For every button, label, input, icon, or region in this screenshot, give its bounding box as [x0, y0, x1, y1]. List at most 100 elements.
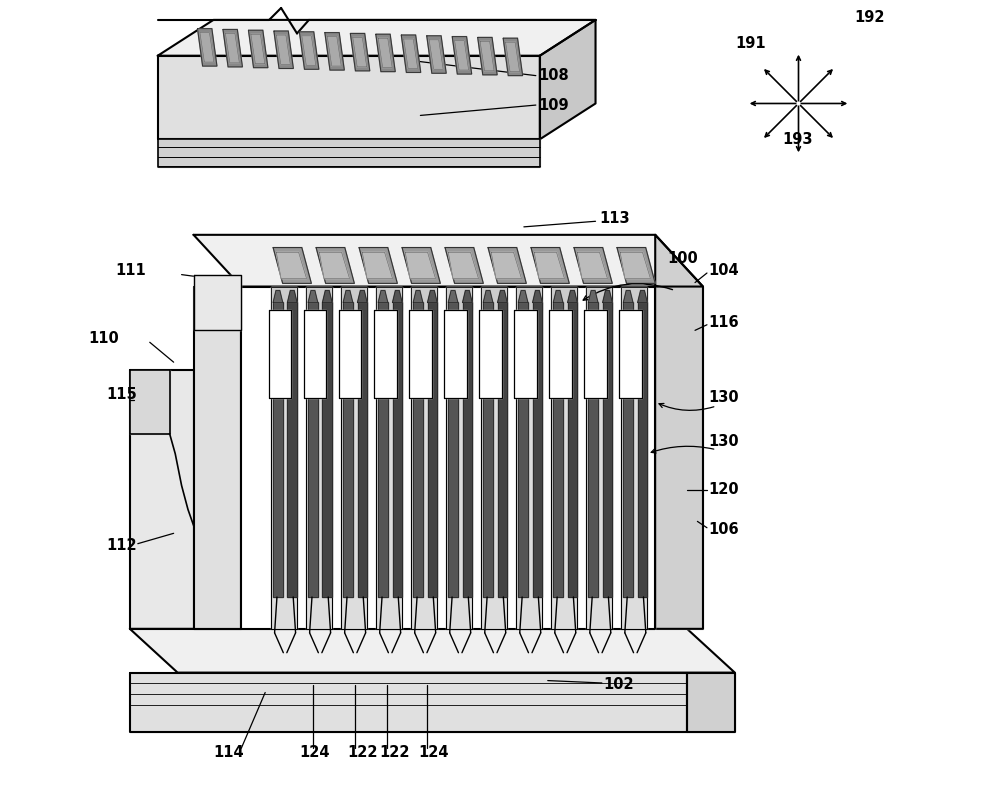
- Polygon shape: [376, 287, 402, 629]
- Text: 114: 114: [213, 745, 244, 759]
- Text: 112: 112: [106, 538, 137, 552]
- Text: 110: 110: [89, 331, 120, 345]
- Polygon shape: [358, 291, 367, 302]
- Polygon shape: [327, 37, 341, 66]
- Polygon shape: [158, 56, 540, 139]
- Polygon shape: [404, 39, 418, 68]
- Polygon shape: [378, 302, 388, 597]
- Polygon shape: [306, 287, 332, 629]
- Polygon shape: [586, 287, 612, 629]
- Polygon shape: [568, 302, 577, 597]
- Polygon shape: [302, 36, 316, 65]
- Text: 193: 193: [783, 132, 813, 146]
- Polygon shape: [308, 302, 318, 597]
- Polygon shape: [411, 287, 437, 310]
- Polygon shape: [551, 287, 577, 629]
- Polygon shape: [308, 291, 318, 302]
- Polygon shape: [341, 287, 367, 629]
- Polygon shape: [413, 302, 423, 597]
- Polygon shape: [549, 310, 572, 398]
- Polygon shape: [343, 302, 353, 597]
- Polygon shape: [623, 291, 633, 302]
- Text: 130: 130: [709, 435, 739, 449]
- Polygon shape: [287, 302, 297, 597]
- Polygon shape: [588, 291, 598, 302]
- Polygon shape: [362, 252, 393, 279]
- Text: 191: 191: [735, 37, 765, 51]
- Polygon shape: [353, 37, 367, 67]
- Polygon shape: [378, 291, 388, 302]
- Text: 102: 102: [603, 677, 634, 692]
- Polygon shape: [341, 287, 367, 310]
- Polygon shape: [534, 252, 564, 279]
- Polygon shape: [393, 291, 402, 302]
- Polygon shape: [551, 287, 577, 310]
- Polygon shape: [376, 287, 402, 310]
- Polygon shape: [655, 235, 703, 629]
- Text: 130: 130: [709, 391, 739, 405]
- Polygon shape: [276, 252, 307, 279]
- Polygon shape: [413, 291, 423, 302]
- Polygon shape: [687, 673, 735, 732]
- Polygon shape: [322, 291, 332, 302]
- Polygon shape: [463, 302, 472, 597]
- Polygon shape: [225, 33, 239, 63]
- Polygon shape: [405, 252, 436, 279]
- Polygon shape: [427, 36, 446, 73]
- Polygon shape: [343, 291, 353, 302]
- Polygon shape: [568, 291, 577, 302]
- Polygon shape: [531, 248, 569, 283]
- Polygon shape: [241, 287, 655, 629]
- Polygon shape: [533, 291, 542, 302]
- Polygon shape: [273, 248, 311, 283]
- Polygon shape: [503, 38, 523, 76]
- Polygon shape: [374, 310, 397, 398]
- Polygon shape: [271, 287, 297, 629]
- Polygon shape: [574, 248, 612, 283]
- Polygon shape: [350, 33, 370, 71]
- Polygon shape: [586, 287, 612, 310]
- Polygon shape: [339, 310, 361, 398]
- Polygon shape: [448, 291, 458, 302]
- Polygon shape: [448, 302, 458, 597]
- Polygon shape: [287, 291, 297, 302]
- Polygon shape: [603, 302, 612, 597]
- Text: 113: 113: [600, 212, 630, 226]
- Polygon shape: [638, 302, 647, 597]
- Text: 109: 109: [538, 98, 569, 112]
- Polygon shape: [409, 310, 432, 398]
- Polygon shape: [322, 302, 332, 597]
- Polygon shape: [401, 35, 421, 72]
- Polygon shape: [483, 291, 493, 302]
- Text: 192: 192: [854, 10, 885, 25]
- Polygon shape: [130, 629, 735, 673]
- Polygon shape: [319, 252, 350, 279]
- Polygon shape: [623, 302, 633, 597]
- Polygon shape: [194, 235, 703, 287]
- Polygon shape: [316, 248, 354, 283]
- Polygon shape: [411, 287, 437, 629]
- Polygon shape: [603, 291, 612, 302]
- Polygon shape: [271, 287, 297, 310]
- Polygon shape: [325, 33, 344, 70]
- Polygon shape: [158, 20, 596, 56]
- Text: 100: 100: [667, 252, 698, 266]
- Polygon shape: [444, 310, 467, 398]
- Text: 104: 104: [709, 263, 739, 278]
- Polygon shape: [533, 302, 542, 597]
- Polygon shape: [269, 310, 291, 398]
- Polygon shape: [446, 287, 472, 629]
- Polygon shape: [478, 37, 497, 75]
- Polygon shape: [516, 287, 542, 310]
- Polygon shape: [518, 302, 528, 597]
- Polygon shape: [488, 248, 526, 283]
- Polygon shape: [621, 287, 647, 629]
- Polygon shape: [200, 33, 214, 62]
- Text: 108: 108: [538, 68, 569, 83]
- Polygon shape: [276, 35, 290, 64]
- Text: 120: 120: [709, 482, 739, 497]
- Polygon shape: [446, 287, 472, 310]
- Text: 122: 122: [347, 745, 378, 759]
- Polygon shape: [376, 34, 395, 72]
- Text: 122: 122: [379, 745, 410, 759]
